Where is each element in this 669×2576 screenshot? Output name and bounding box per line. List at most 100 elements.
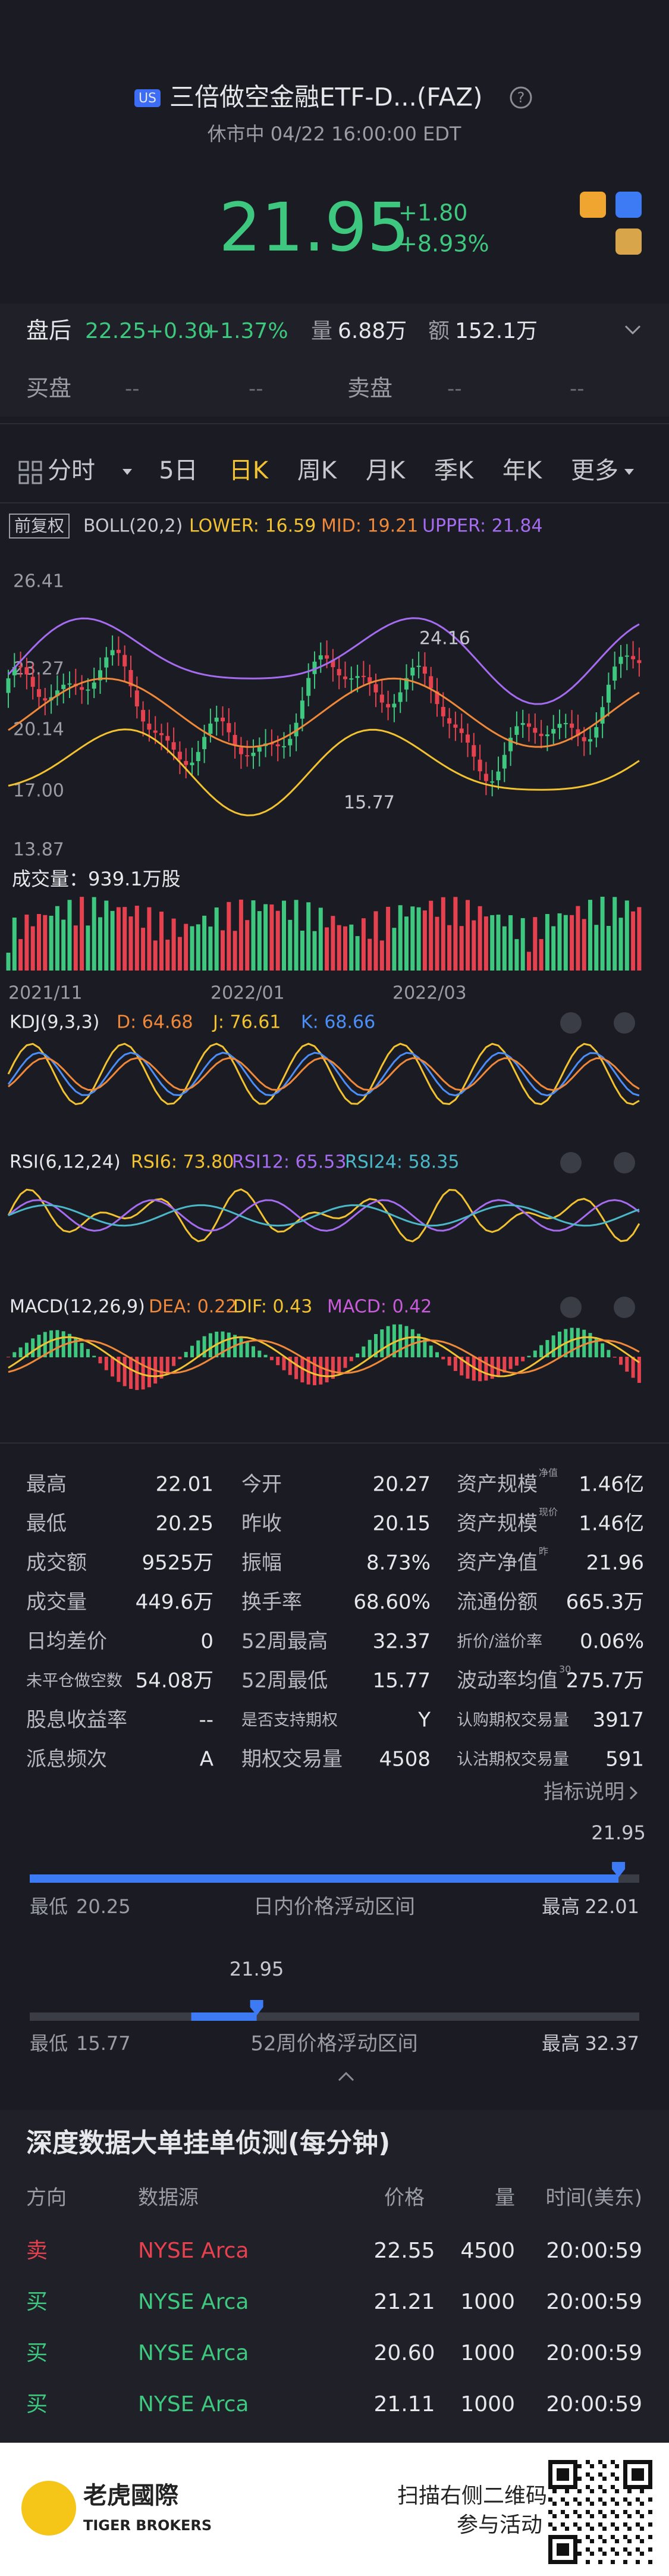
qr-cell bbox=[648, 2522, 652, 2527]
qr-cell bbox=[561, 2485, 565, 2489]
volume-bar bbox=[24, 914, 29, 971]
price-axis-label: 26.41 bbox=[13, 571, 64, 592]
candle-body bbox=[624, 655, 629, 657]
qr-cell bbox=[548, 2560, 552, 2564]
tab[interactable]: 日K bbox=[229, 457, 269, 484]
flash-icon[interactable] bbox=[615, 192, 642, 218]
qr-cell bbox=[636, 2472, 640, 2477]
qr-cell bbox=[611, 2535, 615, 2539]
candle-body bbox=[496, 771, 501, 781]
qr-cell bbox=[640, 2514, 644, 2518]
candle-body bbox=[606, 684, 611, 703]
expand-icon[interactable] bbox=[624, 325, 641, 335]
tab[interactable]: 周K bbox=[297, 457, 338, 484]
stat-value: 9525万 bbox=[142, 1551, 213, 1575]
qr-cell bbox=[611, 2497, 615, 2502]
stat-label: 未平仓做空数 bbox=[26, 1672, 123, 1691]
qr-cell bbox=[627, 2485, 632, 2489]
stat-value: A bbox=[200, 1748, 213, 1771]
margin-icon[interactable] bbox=[580, 192, 606, 218]
orders-cell: 21.11 bbox=[373, 2392, 435, 2417]
panel-icon[interactable] bbox=[560, 1152, 582, 1173]
range-marker bbox=[250, 2000, 263, 2015]
qr-cell bbox=[573, 2535, 577, 2539]
qr-cell bbox=[548, 2535, 552, 2539]
orders-cell: 1000 bbox=[460, 2341, 515, 2365]
qr-cell bbox=[573, 2460, 577, 2464]
qr-cell bbox=[565, 2514, 569, 2518]
volume-bar bbox=[594, 925, 599, 971]
stat-value: 20.27 bbox=[373, 1473, 431, 1497]
adjust-box[interactable] bbox=[9, 514, 70, 539]
qr-cell bbox=[586, 2560, 590, 2564]
boll-lower: LOWER: 16.59 bbox=[189, 516, 316, 537]
panel-close[interactable] bbox=[614, 1012, 635, 1034]
panel-close[interactable] bbox=[614, 1152, 635, 1173]
macd-bar bbox=[172, 1357, 176, 1366]
qr-cell bbox=[636, 2535, 640, 2539]
macd-bar bbox=[288, 1357, 292, 1375]
volume-bar bbox=[37, 913, 41, 971]
qr-cell bbox=[573, 2543, 577, 2547]
qr-cell bbox=[590, 2477, 594, 2481]
qr-cell bbox=[598, 2485, 602, 2489]
qr-cell bbox=[627, 2514, 632, 2518]
edu-icon[interactable] bbox=[615, 229, 642, 255]
candle-body bbox=[306, 678, 311, 696]
volume-bar bbox=[337, 925, 341, 971]
adjust-label[interactable]: 前复权 bbox=[14, 516, 64, 536]
ask-value: -- bbox=[570, 377, 585, 401]
qr-cell bbox=[590, 2464, 594, 2468]
candle-body bbox=[196, 752, 200, 762]
volume-bar bbox=[141, 928, 146, 971]
orders-cell: 22.55 bbox=[373, 2239, 435, 2263]
candle-body bbox=[202, 737, 207, 749]
volume-bar bbox=[269, 904, 274, 971]
panel-icon[interactable] bbox=[560, 1297, 582, 1318]
candle-body bbox=[533, 728, 538, 733]
qr-cell bbox=[623, 2472, 627, 2477]
qr-cell bbox=[598, 2497, 602, 2502]
layout-icon[interactable] bbox=[18, 461, 42, 484]
indicator-link[interactable]: 指标说明 bbox=[544, 1780, 624, 1804]
orders-header: 价格 bbox=[384, 2186, 425, 2210]
qr-cell bbox=[586, 2535, 590, 2539]
volume-bar bbox=[355, 936, 360, 971]
volume-bar bbox=[398, 905, 403, 971]
tab[interactable]: 5日 bbox=[159, 457, 197, 484]
macd-bar bbox=[31, 1338, 35, 1357]
macd-bar bbox=[582, 1329, 586, 1357]
boll-upper: UPPER: 21.84 bbox=[422, 516, 543, 537]
tab[interactable]: 季K bbox=[434, 457, 475, 484]
volume-bar bbox=[514, 939, 519, 971]
volume-bar bbox=[472, 920, 476, 971]
qr-cell bbox=[648, 2464, 652, 2468]
qr-cell bbox=[648, 2497, 652, 2502]
candle-body bbox=[557, 724, 562, 728]
qr-cell bbox=[565, 2472, 569, 2477]
tab[interactable]: 更多 bbox=[571, 457, 618, 484]
qr-cell bbox=[640, 2477, 644, 2481]
volume-bar bbox=[123, 907, 127, 971]
panel-icon[interactable] bbox=[560, 1012, 582, 1034]
candle-body bbox=[12, 666, 17, 675]
qr-cell bbox=[611, 2547, 615, 2552]
volume-bar bbox=[624, 900, 629, 971]
panel-close[interactable] bbox=[614, 1297, 635, 1318]
after-hours-pct: +1.37% bbox=[202, 319, 288, 343]
help-icon[interactable] bbox=[510, 86, 532, 109]
candle-body bbox=[483, 774, 488, 781]
candle-body bbox=[355, 676, 360, 678]
stat-value: 4508 bbox=[379, 1748, 431, 1771]
tab[interactable]: 月K bbox=[366, 457, 406, 484]
candle-body bbox=[527, 723, 531, 727]
candle-body bbox=[618, 656, 623, 664]
candle-body bbox=[637, 660, 642, 663]
tab[interactable]: 分时 bbox=[48, 457, 95, 484]
orders-header: 量 bbox=[495, 2186, 515, 2210]
macd-bar bbox=[490, 1357, 494, 1379]
volume-bar bbox=[190, 926, 194, 971]
volume-title: 成交量：939.1万股 bbox=[12, 868, 181, 890]
qr-cell bbox=[561, 2472, 565, 2477]
tab[interactable]: 年K bbox=[502, 457, 543, 484]
